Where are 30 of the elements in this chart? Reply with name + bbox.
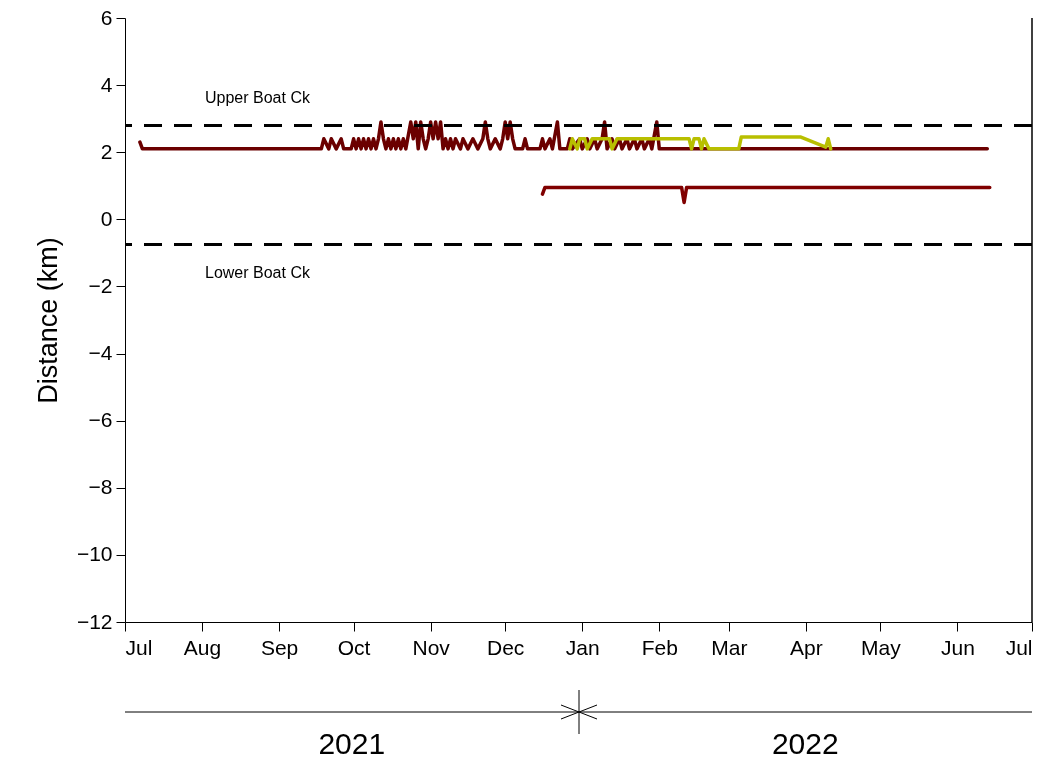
y-tick-label: 4 [100, 72, 113, 96]
x-tick-label: Apr [790, 635, 823, 659]
x-tick-label: Jul [125, 635, 153, 659]
x-tick-label: Nov [412, 635, 451, 659]
x-tick-label: Mar [711, 635, 748, 659]
x-tick-label: Oct [337, 635, 371, 659]
y-tick-label: −12 [76, 609, 113, 633]
text: 2022 [771, 727, 839, 760]
ref-line-label: Lower Boat Ck [205, 263, 311, 281]
x-tick-label: Jul [1005, 635, 1033, 659]
y-tick-label: 2 [100, 139, 113, 163]
y-tick-label: −8 [88, 475, 113, 499]
x-tick-label: Sep [260, 635, 299, 659]
y-tick-label: −10 [76, 542, 113, 566]
ref-line-label: Upper Boat Ck [205, 89, 311, 107]
y-tick-label: −4 [88, 341, 113, 365]
x-tick-label: Jun [941, 635, 975, 659]
text: 2021 [318, 727, 386, 760]
y-tick-label: 0 [100, 206, 113, 230]
line-series [568, 135, 833, 151]
x-tick-label: May [861, 635, 902, 659]
x-tick-label: Dec [487, 635, 525, 659]
y-axis-title: Distance (km) [32, 237, 63, 404]
line-series [138, 120, 990, 151]
y-tick-label: −2 [88, 273, 113, 297]
x-tick-label: Aug [183, 635, 222, 659]
x-tick-label: Feb [641, 635, 678, 659]
y-tick-label: −6 [88, 408, 113, 432]
y-tick-label: 6 [100, 5, 113, 29]
x-tick-label: Jan [565, 635, 600, 659]
